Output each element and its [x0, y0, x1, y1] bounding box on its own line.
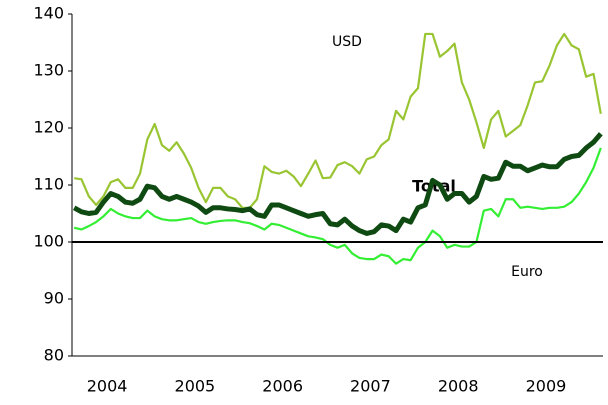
y-tick-label: 120: [33, 118, 64, 137]
y-tick-label: 90: [44, 289, 64, 308]
x-tick-label: 2004: [87, 377, 128, 396]
x-tick-label: 2005: [175, 377, 216, 396]
y-tick-label: 130: [33, 61, 64, 80]
x-tick-label: 2006: [262, 377, 303, 396]
y-tick-label: 100: [33, 232, 64, 251]
series-line: [73, 147, 602, 265]
x-tick-label: 2007: [350, 377, 391, 396]
series-line: [74, 32, 602, 209]
annotation: USD: [332, 34, 362, 50]
x-tick-label: 2009: [526, 377, 567, 396]
y-tick-label: 140: [33, 4, 64, 23]
annotation: Euro: [511, 264, 543, 280]
x-tick-label: 2008: [438, 377, 479, 396]
y-tick-label: 80: [44, 346, 64, 365]
series-line: [72, 132, 603, 236]
y-tick-label: 110: [33, 175, 64, 194]
